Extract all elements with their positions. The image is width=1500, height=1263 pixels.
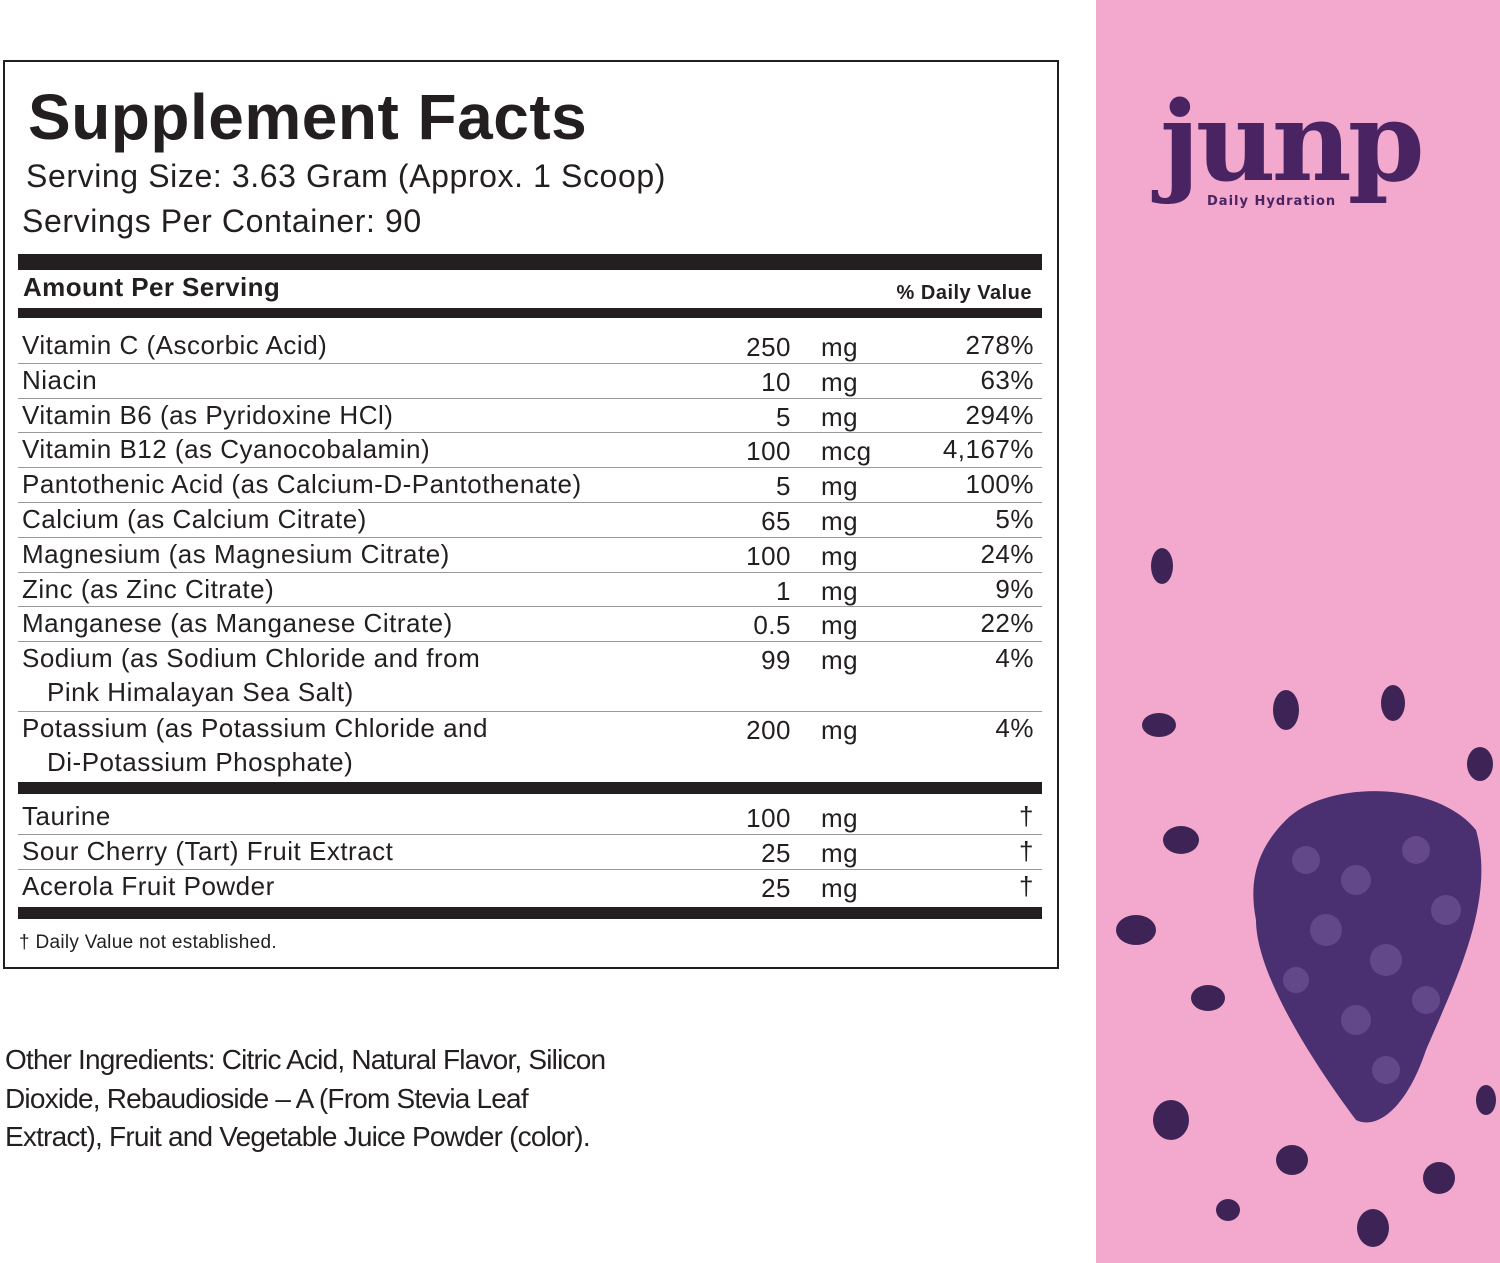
amount: 10 <box>761 366 791 397</box>
separator <box>18 710 1042 712</box>
tagline: Daily Hydration <box>1207 194 1336 209</box>
serving-size: Serving Size: 3.63 Gram (Approx. 1 Scoop… <box>26 158 666 194</box>
separator <box>18 869 1042 870</box>
daily-value: 294% <box>965 399 1034 430</box>
unit: mg <box>821 645 859 676</box>
nutrient-name: Zinc (as Zinc Citrate) <box>22 573 275 604</box>
nutrient-name: Vitamin C (Ascorbic Acid) <box>22 330 328 360</box>
daily-value: 22% <box>980 608 1034 639</box>
nutrient-name: Pink Himalayan Sea Salt) <box>47 677 354 708</box>
label-box <box>3 60 1059 969</box>
amount-header: Amount Per Serving <box>23 272 281 302</box>
amount: 1 <box>776 575 791 606</box>
nutrient-name: Potassium (as Potassium Chloride and <box>22 712 488 743</box>
amount: 99 <box>761 645 791 676</box>
unit: mg <box>821 714 859 745</box>
separator <box>18 362 1042 364</box>
nutrient-name: Pantothenic Acid (as Calcium-D-Pantothen… <box>22 469 582 500</box>
amount: 5 <box>776 401 791 432</box>
separator <box>18 571 1042 573</box>
unit: mg <box>821 471 859 502</box>
amount: 100 <box>746 540 791 571</box>
daily-value: 24% <box>980 538 1034 569</box>
unit: mg <box>821 506 859 536</box>
unit: mcg <box>821 436 872 467</box>
daily-value: 278% <box>965 330 1034 360</box>
logo: junp <box>1151 77 1421 206</box>
amount: 100 <box>746 436 791 467</box>
amount: 25 <box>761 873 791 903</box>
nutrient-name: Magnesium (as Magnesium Citrate) <box>22 538 450 569</box>
daily-value: † <box>1019 836 1034 866</box>
brand-panel: junp Daily Hydration <box>1096 0 1500 1263</box>
thick-rule <box>18 254 1042 270</box>
rule <box>18 308 1042 318</box>
daily-value: † <box>1019 801 1034 831</box>
text-line: Other Ingredients: Citric Acid, Natural … <box>5 1044 606 1075</box>
dv-header: % Daily Value <box>896 282 1032 304</box>
separator <box>18 834 1042 835</box>
text-line: Dioxide, Rebaudioside – A (From Stevia L… <box>5 1082 529 1114</box>
unit: mg <box>821 803 859 833</box>
unit: mg <box>821 401 859 432</box>
amount: 0.5 <box>753 610 791 641</box>
text-line: Extract), Fruit and Vegetable Juice Powd… <box>5 1121 591 1152</box>
servings-per-container: Servings Per Container: 90 <box>22 203 422 239</box>
daily-value: 5% <box>995 504 1034 534</box>
separator <box>18 502 1042 503</box>
amount: 5 <box>776 471 791 502</box>
amount: 25 <box>761 838 791 868</box>
separator <box>18 536 1042 538</box>
unit: mg <box>821 873 859 903</box>
nutrient-name: Di-Potassium Phosphate) <box>47 746 354 777</box>
separator <box>18 397 1042 399</box>
unit: mg <box>821 838 859 868</box>
footnote: † Daily Value not established. <box>19 932 277 953</box>
amount: 250 <box>746 332 791 362</box>
unit: mg <box>821 575 859 606</box>
daily-value: † <box>1019 871 1034 901</box>
nutrient-name: Sour Cherry (Tart) Fruit Extract <box>22 836 394 866</box>
grapes <box>1116 548 1496 1247</box>
nutrient-name: Vitamin B12 (as Cyanocobalamin) <box>22 434 431 465</box>
nutrient-name: Manganese (as Manganese Citrate) <box>22 608 453 639</box>
separator <box>18 432 1042 434</box>
nutrient-name: Niacin <box>22 364 98 395</box>
nutrient-name: Vitamin B6 (as Pyridoxine HCl) <box>22 399 394 430</box>
thick-rule <box>18 907 1042 919</box>
separator <box>18 467 1042 469</box>
nutrient-name: Acerola Fruit Powder <box>22 871 275 901</box>
separator <box>18 641 1042 643</box>
daily-value: 4% <box>995 643 1034 674</box>
daily-value: 9% <box>995 573 1034 604</box>
nutrient-name: Taurine <box>22 801 111 831</box>
amount: 200 <box>746 714 791 745</box>
nutrient-name: Sodium (as Sodium Chloride and from <box>22 643 481 674</box>
amount: 65 <box>761 506 791 536</box>
daily-value: 100% <box>965 469 1034 500</box>
daily-value: 4,167% <box>942 434 1034 465</box>
nutrient-name: Calcium (as Calcium Citrate) <box>22 504 367 534</box>
amount: 100 <box>746 803 791 833</box>
title: Supplement Facts <box>28 81 588 153</box>
daily-value: 63% <box>980 364 1034 395</box>
unit: mg <box>821 332 859 362</box>
separator <box>18 606 1042 608</box>
unit: mg <box>821 610 859 641</box>
grape-highlights <box>1283 836 1461 1084</box>
unit: mg <box>821 366 859 397</box>
daily-value: 4% <box>995 712 1034 743</box>
other-ingredients: Other Ingredients: Citric Acid, Natural … <box>5 1041 606 1157</box>
thick-rule <box>18 782 1042 794</box>
unit: mg <box>821 540 859 571</box>
